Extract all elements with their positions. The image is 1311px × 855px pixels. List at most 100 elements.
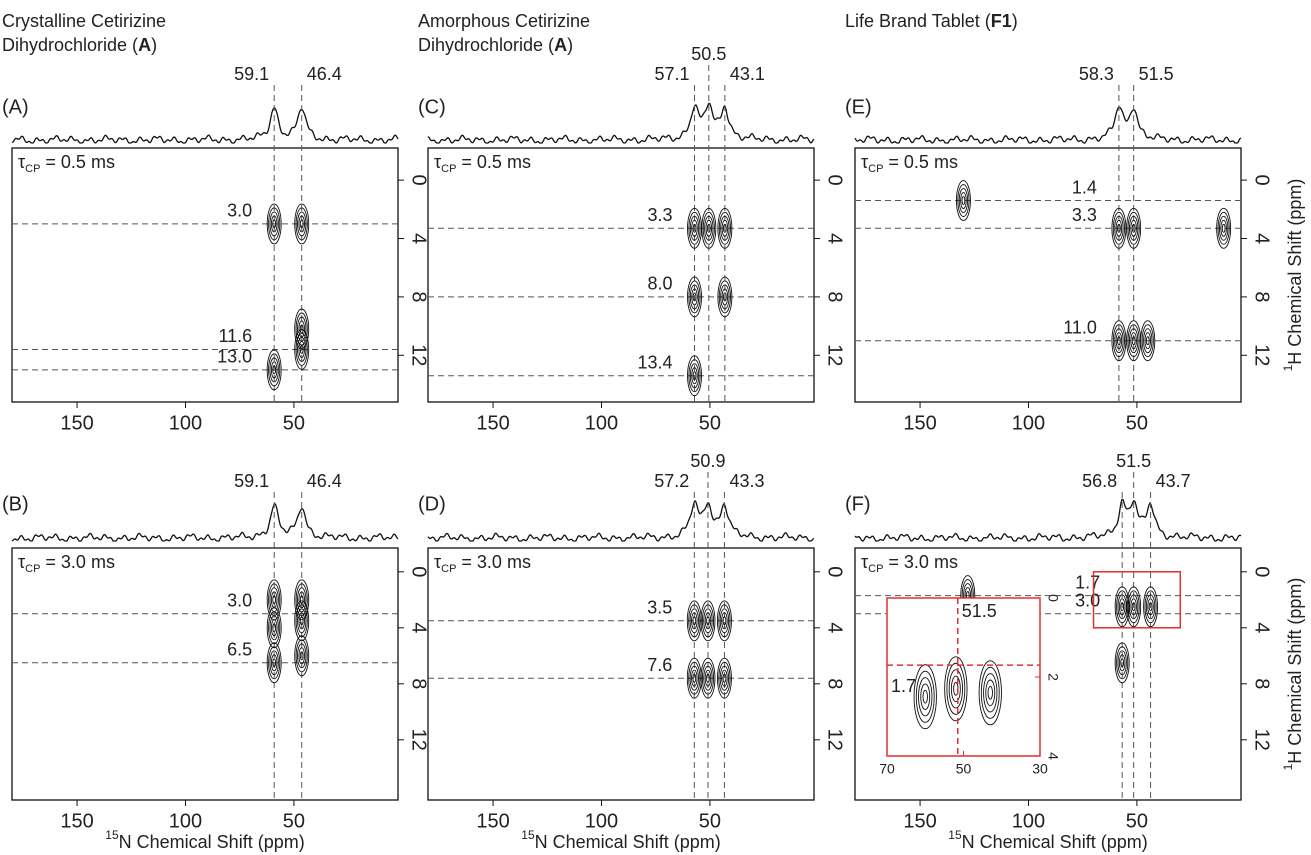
contour-ring — [946, 662, 966, 715]
contour-peak — [687, 355, 702, 397]
contour-ring — [1127, 324, 1140, 358]
x-tick-label: 100 — [169, 412, 202, 434]
tau-label: τCP = 3.0 ms — [18, 552, 115, 575]
contour-ring — [719, 608, 730, 634]
contour-ring — [719, 665, 730, 691]
x-axis-title: 15N Chemical Shift (ppm) — [521, 828, 720, 852]
contour-ring — [718, 604, 731, 638]
tau-label-part: CP — [868, 563, 883, 575]
contour-ring — [1127, 590, 1140, 624]
contour-ring — [700, 657, 716, 699]
y-tick-label: 12 — [408, 729, 430, 751]
contour-ring — [718, 211, 731, 245]
x-axis-title: 15N Chemical Shift (ppm) — [948, 828, 1147, 852]
contour-peak — [266, 642, 282, 684]
x-axis-title-part: N Chemical Shift (ppm) — [962, 832, 1148, 852]
projection-trace — [854, 498, 1242, 542]
contour-ring — [716, 657, 732, 699]
x-tick-label: 100 — [169, 810, 202, 832]
contour-ring — [1117, 223, 1121, 233]
contour-ring — [689, 363, 700, 389]
contour-ring — [295, 639, 308, 673]
shift-label: 50.5 — [691, 44, 726, 64]
tau-label-part: CP — [441, 163, 456, 175]
contour-ring — [689, 608, 699, 634]
y-tick-label: 12 — [408, 344, 430, 366]
contour-peak — [978, 660, 1002, 726]
contour-ring — [1130, 219, 1137, 237]
contour-ring — [1126, 586, 1142, 628]
contour-ring — [920, 683, 931, 711]
contour-ring — [689, 665, 699, 691]
contour-ring — [706, 673, 710, 683]
y-tick-label: 0 — [408, 175, 430, 186]
chart-title-part: Life Brand Tablet ( — [845, 11, 991, 31]
tau-label: τCP = 0.5 ms — [861, 152, 958, 175]
contour-ring — [272, 219, 277, 229]
contour-ring — [1131, 336, 1136, 346]
contour-ring — [268, 207, 281, 241]
contour-ring — [721, 669, 728, 687]
contour-ring — [1115, 219, 1123, 237]
y-tick-label: 12 — [1251, 729, 1273, 751]
tau-label-part: τ — [434, 552, 441, 572]
contour-ring — [295, 604, 308, 638]
contour-ring — [691, 669, 698, 687]
contour-ring — [294, 635, 310, 677]
contour-ring — [295, 332, 308, 366]
contour-ring — [722, 616, 727, 626]
contour-ring — [294, 328, 310, 370]
contour-ring — [1120, 602, 1125, 612]
contour-ring — [1131, 602, 1136, 612]
contour-ring — [1117, 650, 1127, 676]
x-tick-label: 150 — [903, 412, 936, 434]
contour-ring — [1114, 328, 1124, 354]
contour-ring — [1220, 219, 1227, 237]
shift-label: 50.9 — [690, 451, 725, 471]
tau-label-part: CP — [25, 163, 40, 175]
contour-ring — [272, 658, 277, 668]
x-axis-title: 15N Chemical Shift (ppm) — [105, 828, 304, 852]
shift-label: 51.5 — [1116, 451, 1151, 471]
chart-title: Dihydrochloride (A) — [2, 35, 157, 55]
y-tick-label: 12 — [1251, 344, 1273, 366]
contour-ring — [692, 616, 697, 626]
x-axis-title-part: 15 — [948, 828, 962, 842]
shift-label: 13.0 — [217, 347, 252, 367]
contour-ring — [270, 215, 278, 233]
shift-label: 56.8 — [1082, 471, 1117, 491]
x-tick-label: 50 — [1126, 412, 1148, 434]
chart-title-part: A — [138, 35, 151, 55]
contour-ring — [1221, 223, 1226, 233]
contour-ring — [687, 355, 702, 397]
chart-title-part: Amorphous Cetirizine — [418, 11, 590, 31]
tau-label-part: = 3.0 ms — [883, 552, 958, 572]
y-axis-title-part: 1 — [1281, 763, 1295, 770]
plot-frame — [427, 547, 815, 801]
contour-ring — [1112, 324, 1125, 358]
contour-ring — [1114, 642, 1130, 684]
tau-label: τCP = 3.0 ms — [434, 552, 531, 575]
contour-ring — [1117, 336, 1121, 346]
x-tick-label: 100 — [1012, 412, 1045, 434]
tau-label-part: CP — [868, 163, 883, 175]
shift-label: 3.0 — [227, 591, 252, 611]
y-tick-label: 8 — [1251, 291, 1273, 302]
contour-ring — [1114, 215, 1124, 241]
contour-peak — [1111, 320, 1127, 362]
contour-ring — [269, 650, 279, 676]
contour-ring — [691, 288, 698, 306]
contour-ring — [689, 284, 700, 310]
contour-ring — [702, 211, 715, 245]
contour-ring — [706, 616, 710, 626]
tau-label: τCP = 0.5 ms — [18, 152, 115, 175]
shift-label: 59.1 — [234, 64, 269, 84]
contour-peak — [294, 635, 310, 677]
contour-peak — [294, 328, 310, 370]
y-tick-label: 4 — [824, 233, 846, 244]
contour-ring — [1130, 598, 1137, 616]
projection-trace — [854, 106, 1242, 144]
contour-ring — [1129, 328, 1139, 354]
contour-ring — [704, 669, 712, 687]
